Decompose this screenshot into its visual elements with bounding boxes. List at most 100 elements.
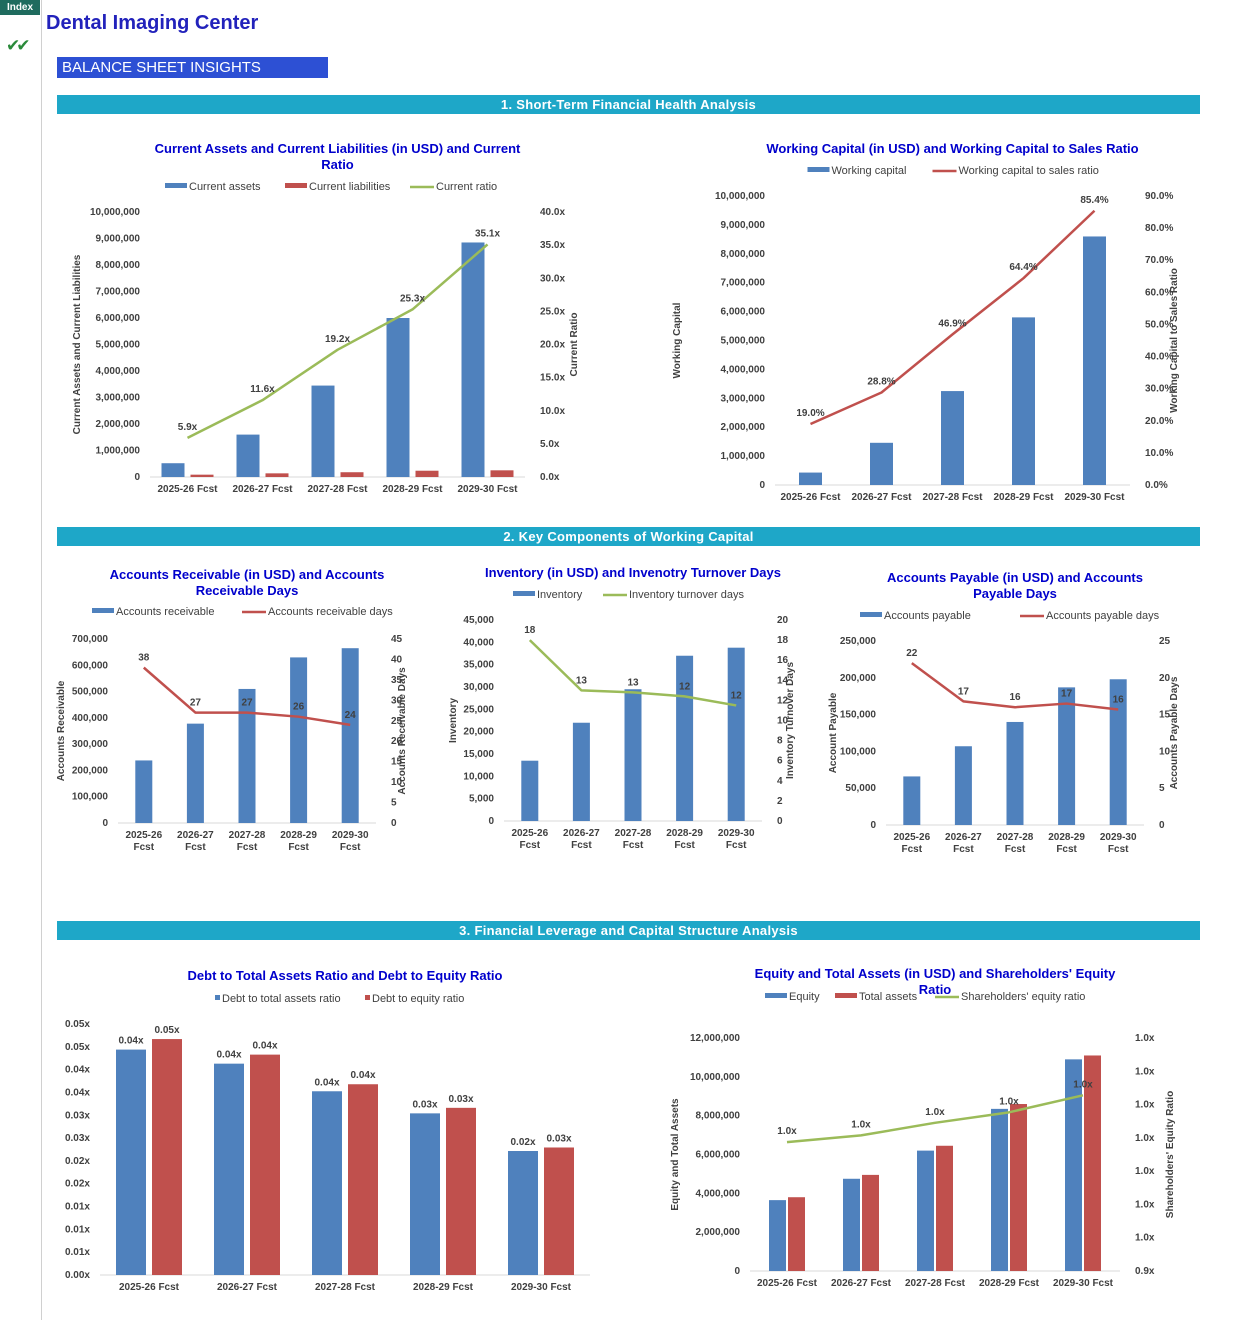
y-tick-label: 15,000 bbox=[463, 749, 494, 760]
y-tick-label: 0.01x bbox=[65, 1202, 90, 1213]
y2-tick-label: 25 bbox=[391, 716, 403, 727]
bar bbox=[415, 470, 439, 477]
data-label: 12 bbox=[731, 690, 743, 701]
data-label: 13 bbox=[627, 677, 639, 688]
legend-swatch bbox=[860, 612, 882, 617]
chart-accounts-payable: Accounts Payable (in USD) and AccountsPa… bbox=[828, 570, 1180, 855]
bar bbox=[941, 391, 964, 485]
y-tick-label: 6,000,000 bbox=[696, 1150, 741, 1161]
data-label: 1.0x bbox=[851, 1119, 871, 1130]
y-tick-label: 0 bbox=[102, 818, 108, 829]
y2-tick-label: 0 bbox=[391, 818, 397, 829]
y2-tick-label: 1.0x bbox=[1135, 1066, 1155, 1077]
series-line bbox=[528, 639, 737, 707]
section-band-2: 2. Key Components of Working Capital bbox=[57, 527, 1200, 546]
x-tick-label: Fcst bbox=[1005, 844, 1026, 855]
data-label: 85.4% bbox=[1080, 195, 1108, 206]
x-tick-label: 2028-29 Fcst bbox=[979, 1278, 1040, 1289]
data-label: 1.0x bbox=[1073, 1079, 1093, 1090]
y-tick-label: 40,000 bbox=[463, 637, 494, 648]
chart-title: Current Assets and Current Liabilities (… bbox=[155, 141, 521, 156]
bar bbox=[161, 463, 185, 477]
bar bbox=[788, 1197, 805, 1271]
x-tick-label: Fcst bbox=[520, 840, 541, 851]
y2-tick-label: 5.0x bbox=[540, 439, 560, 450]
chart-title: Debt to Total Assets Ratio and Debt to E… bbox=[188, 968, 503, 983]
data-label: 0.03x bbox=[448, 1094, 473, 1105]
data-label: 0.02x bbox=[510, 1137, 535, 1148]
data-label: 1.0x bbox=[925, 1107, 945, 1118]
y-axis-title: Account Payable bbox=[828, 692, 839, 773]
y2-tick-label: 80.0% bbox=[1145, 223, 1173, 234]
data-label: 0.03x bbox=[546, 1133, 571, 1144]
x-tick-label: Fcst bbox=[288, 842, 309, 853]
chart-title: Accounts Receivable (in USD) and Account… bbox=[110, 567, 385, 582]
y2-tick-label: 14 bbox=[777, 675, 789, 686]
x-tick-label: Fcst bbox=[1056, 844, 1077, 855]
legend-label: Current assets bbox=[189, 181, 261, 193]
x-tick-label: 2025-26 Fcst bbox=[757, 1278, 818, 1289]
data-label: 16 bbox=[1009, 692, 1021, 703]
x-tick-label: Fcst bbox=[902, 844, 923, 855]
y2-tick-label: 90.0% bbox=[1145, 191, 1173, 202]
sheet-row-header-edge bbox=[41, 0, 42, 1320]
bar bbox=[1012, 317, 1035, 485]
y2-tick-label: 30.0% bbox=[1145, 384, 1173, 395]
bar bbox=[311, 385, 335, 477]
y-tick-label: 10,000,000 bbox=[715, 191, 765, 202]
bar bbox=[116, 1049, 146, 1275]
x-tick-label: 2027-28 Fcst bbox=[922, 492, 983, 503]
x-tick-label: 2027-28 bbox=[229, 830, 266, 841]
data-label: 26 bbox=[293, 702, 305, 713]
y2-tick-label: 30 bbox=[391, 695, 403, 706]
y2-tick-label: 1.0x bbox=[1135, 1199, 1155, 1210]
bar bbox=[341, 648, 359, 823]
y-tick-label: 1,000,000 bbox=[96, 446, 141, 457]
chart-title: Payable Days bbox=[973, 586, 1057, 601]
y2-tick-label: 1.0x bbox=[1135, 1233, 1155, 1244]
bar bbox=[624, 689, 642, 821]
y2-tick-label: 1.0x bbox=[1135, 1166, 1155, 1177]
series-line bbox=[142, 666, 351, 727]
y2-axis-title: Inventory Turnover Days bbox=[785, 662, 796, 780]
bar bbox=[1084, 1055, 1101, 1271]
y-tick-label: 4,000,000 bbox=[696, 1188, 741, 1199]
index-tab[interactable]: Index bbox=[0, 0, 40, 15]
y-tick-label: 0 bbox=[134, 472, 140, 483]
y-axis-title: Equity and Total Assets bbox=[670, 1098, 681, 1211]
y-tick-label: 7,000,000 bbox=[96, 287, 141, 298]
y-tick-label: 10,000,000 bbox=[690, 1072, 740, 1083]
legend-swatch bbox=[215, 995, 220, 1000]
y2-tick-label: 5 bbox=[391, 798, 397, 809]
bar bbox=[312, 1091, 342, 1275]
y2-tick-label: 10.0% bbox=[1145, 448, 1173, 459]
chart-accounts-receivable: Accounts Receivable (in USD) and Account… bbox=[56, 567, 408, 853]
y2-tick-label: 15.0x bbox=[540, 373, 565, 384]
y2-tick-label: 5 bbox=[1159, 783, 1165, 794]
data-label: 0.05x bbox=[154, 1025, 179, 1036]
y-tick-label: 500,000 bbox=[72, 687, 109, 698]
y2-tick-label: 70.0% bbox=[1145, 255, 1173, 266]
data-label: 1.0x bbox=[777, 1126, 797, 1137]
y-tick-label: 300,000 bbox=[72, 739, 109, 750]
series-line bbox=[809, 209, 1096, 426]
y2-tick-label: 10 bbox=[777, 716, 789, 727]
x-tick-label: 2026-27 bbox=[563, 828, 600, 839]
y-tick-label: 0.03x bbox=[65, 1133, 90, 1144]
x-tick-label: 2027-28 bbox=[615, 828, 652, 839]
data-label: 5.9x bbox=[178, 422, 198, 433]
y-axis-title: Inventory bbox=[448, 698, 459, 743]
y-tick-label: 0.04x bbox=[65, 1087, 90, 1098]
x-tick-label: Fcst bbox=[134, 842, 155, 853]
data-label: 18 bbox=[524, 625, 536, 636]
y-tick-label: 0.02x bbox=[65, 1179, 90, 1190]
y-tick-label: 8,000,000 bbox=[696, 1111, 741, 1122]
y2-tick-label: 30.0x bbox=[540, 273, 565, 284]
y-tick-label: 12,000,000 bbox=[690, 1033, 740, 1044]
y-axis-title: Working Capital bbox=[672, 302, 683, 378]
chart-debt-ratios: Debt to Total Assets Ratio and Debt to E… bbox=[65, 968, 590, 1293]
y-tick-label: 7,000,000 bbox=[721, 278, 766, 289]
y2-tick-label: 20.0% bbox=[1145, 416, 1173, 427]
x-tick-label: 2025-26 bbox=[893, 832, 930, 843]
legend-label: Accounts payable bbox=[884, 610, 971, 622]
